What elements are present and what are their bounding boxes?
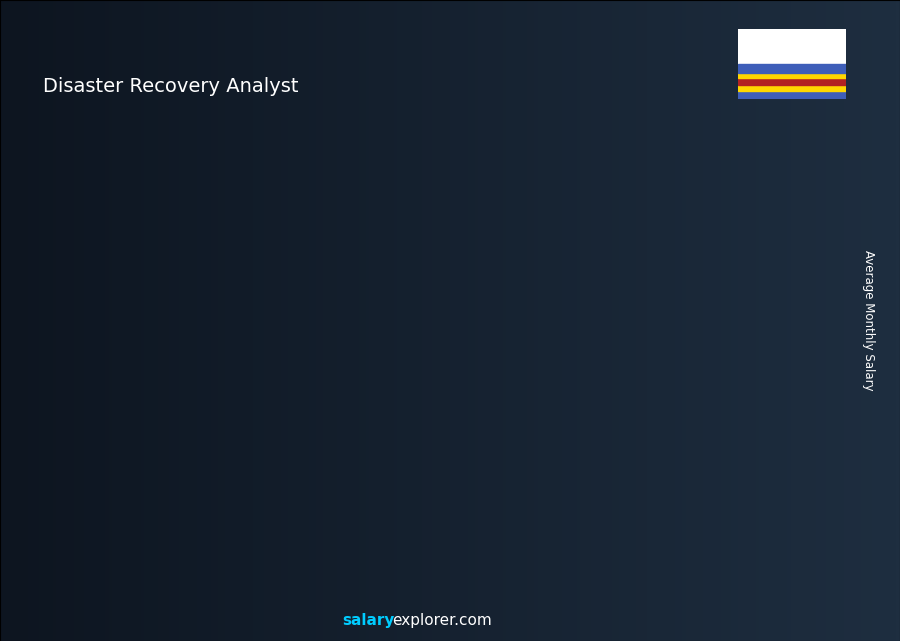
Bar [738, 64, 846, 73]
Text: explorer.com: explorer.com [392, 613, 492, 628]
Polygon shape [751, 151, 773, 577]
Text: 0 SZL: 0 SZL [464, 240, 503, 254]
Text: Disaster Recovery Analyst: Disaster Recovery Analyst [43, 77, 299, 96]
Polygon shape [317, 317, 406, 357]
Bar [738, 73, 846, 78]
Bar [317, 357, 384, 577]
Text: salary: salary [342, 613, 394, 628]
Text: +nan%: +nan% [148, 317, 220, 335]
Text: Average Monthly Salary: Average Monthly Salary [862, 250, 875, 391]
Polygon shape [439, 260, 528, 300]
Text: 0 SZL: 0 SZL [587, 187, 626, 201]
Bar [738, 78, 846, 85]
Text: 0 SZL: 0 SZL [97, 420, 137, 434]
Text: +nan%: +nan% [638, 84, 708, 102]
Text: +nan%: +nan% [516, 141, 587, 160]
Polygon shape [684, 151, 773, 190]
Bar [738, 90, 846, 99]
Text: +nan%: +nan% [393, 194, 464, 212]
Polygon shape [384, 317, 406, 577]
Bar [73, 480, 140, 577]
Text: 0 SZL: 0 SZL [342, 297, 381, 311]
Text: Salary Comparison By Experience: Salary Comparison By Experience [45, 72, 621, 101]
Polygon shape [194, 383, 284, 423]
Bar [562, 247, 628, 577]
Bar [684, 190, 751, 577]
Polygon shape [140, 440, 162, 577]
Text: +nan%: +nan% [271, 251, 342, 269]
Text: 0 SZL: 0 SZL [220, 363, 259, 377]
Bar [439, 300, 507, 577]
Polygon shape [628, 208, 651, 577]
Bar [194, 423, 262, 577]
Text: 0 SZL: 0 SZL [708, 130, 748, 144]
Polygon shape [262, 383, 284, 577]
Bar [738, 85, 846, 90]
Polygon shape [73, 440, 162, 480]
Polygon shape [562, 208, 651, 247]
Polygon shape [507, 260, 528, 577]
